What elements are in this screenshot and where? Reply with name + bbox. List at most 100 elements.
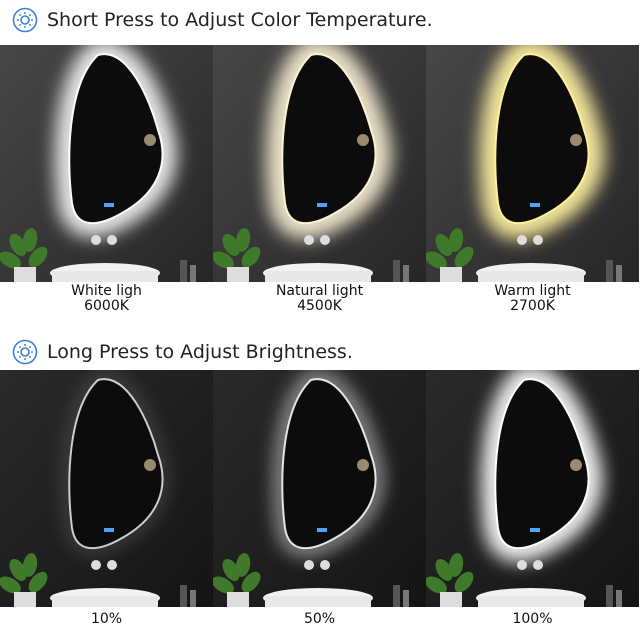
caption: Natural light 4500K: [213, 284, 426, 314]
lamp: [144, 134, 156, 146]
faucet: [320, 560, 330, 570]
leaf: [28, 571, 48, 593]
sink-body: [265, 271, 371, 282]
caption: 10%: [0, 612, 213, 627]
leaf: [213, 576, 234, 594]
leaf: [435, 234, 453, 256]
bottle: [180, 260, 187, 282]
icon-ray: [18, 13, 22, 17]
caption-line: 4500K: [297, 298, 342, 314]
mirror: [494, 378, 590, 550]
faucet: [107, 560, 117, 570]
leaf: [0, 251, 21, 269]
leaf: [426, 576, 447, 594]
icon: [12, 339, 38, 365]
sink-body: [52, 596, 158, 607]
heading-text: Long Press to Adjust Brightness.: [47, 341, 353, 363]
faucet: [91, 235, 101, 245]
lamp: [357, 134, 369, 146]
heading-text: Short Press to Adjust Color Temperature.: [47, 9, 433, 31]
display: [317, 528, 327, 532]
pot: [14, 592, 36, 607]
caption-line: 100%: [512, 611, 553, 627]
bottle: [616, 265, 622, 282]
icon-ray: [28, 13, 32, 17]
pot: [227, 592, 249, 607]
leaf: [448, 228, 464, 252]
bottle: [180, 585, 187, 607]
section-heading: Long Press to Adjust Brightness.: [0, 332, 640, 372]
leaf: [454, 571, 474, 593]
caption: Warm light 2700K: [426, 284, 639, 314]
icon-ray: [18, 355, 22, 359]
bottle: [606, 260, 613, 282]
mirror-photo: [0, 370, 213, 607]
icon-ray: [18, 345, 22, 349]
bottle: [403, 590, 409, 607]
lamp: [570, 134, 582, 146]
caption: 100%: [426, 612, 639, 627]
faucet: [304, 235, 314, 245]
mirror: [281, 378, 377, 550]
faucet: [533, 235, 543, 245]
sink-body: [265, 596, 371, 607]
mirror: [494, 53, 590, 225]
lamp: [357, 459, 369, 471]
mirror-photo: [426, 370, 639, 607]
mirror: [68, 53, 164, 225]
leaf: [222, 559, 240, 581]
section-heading: Short Press to Adjust Color Temperature.: [0, 0, 640, 40]
icon-ray: [28, 355, 32, 359]
mirror: [68, 378, 164, 550]
faucet: [320, 235, 330, 245]
faucet: [304, 560, 314, 570]
icon: [12, 7, 38, 33]
bottle: [393, 585, 400, 607]
caption-line: 50%: [303, 611, 336, 627]
display: [104, 528, 114, 532]
pot: [14, 267, 36, 282]
sink-body: [52, 271, 158, 282]
faucet: [107, 235, 117, 245]
leaf: [241, 571, 261, 593]
caption-line: White ligh: [71, 283, 142, 299]
sink-body: [478, 596, 584, 607]
icon-sun: [20, 347, 30, 357]
leaf: [28, 246, 48, 268]
mirror-photo: [213, 370, 426, 607]
leaf: [22, 553, 38, 577]
leaf: [235, 553, 251, 577]
bottle: [616, 590, 622, 607]
leaf: [426, 251, 447, 269]
mirror: [281, 53, 377, 225]
caption-line: Warm light: [494, 283, 571, 299]
caption-line: 6000K: [84, 298, 129, 314]
pot: [227, 267, 249, 282]
icon-ring: [12, 339, 38, 365]
mirror-photo: [0, 45, 213, 282]
bottle: [190, 590, 196, 607]
bottle: [403, 265, 409, 282]
pot: [440, 592, 462, 607]
leaf: [222, 234, 240, 256]
icon-sun: [20, 15, 30, 25]
caption-line: 2700K: [510, 298, 555, 314]
leaf: [435, 559, 453, 581]
icon-ray: [28, 345, 32, 349]
caption: White ligh 6000K: [0, 284, 213, 314]
bottle: [393, 260, 400, 282]
mirror-photo: [213, 45, 426, 282]
leaf: [448, 553, 464, 577]
lamp: [144, 459, 156, 471]
icon-ray: [28, 23, 32, 27]
display: [530, 528, 540, 532]
leaf: [0, 576, 21, 594]
panel-row: [0, 370, 640, 607]
caption-line: 10%: [90, 611, 123, 627]
display: [530, 203, 540, 207]
icon-ring: [12, 7, 38, 33]
caption: 50%: [213, 612, 426, 627]
mirror-photo: [426, 45, 639, 282]
bottle: [606, 585, 613, 607]
